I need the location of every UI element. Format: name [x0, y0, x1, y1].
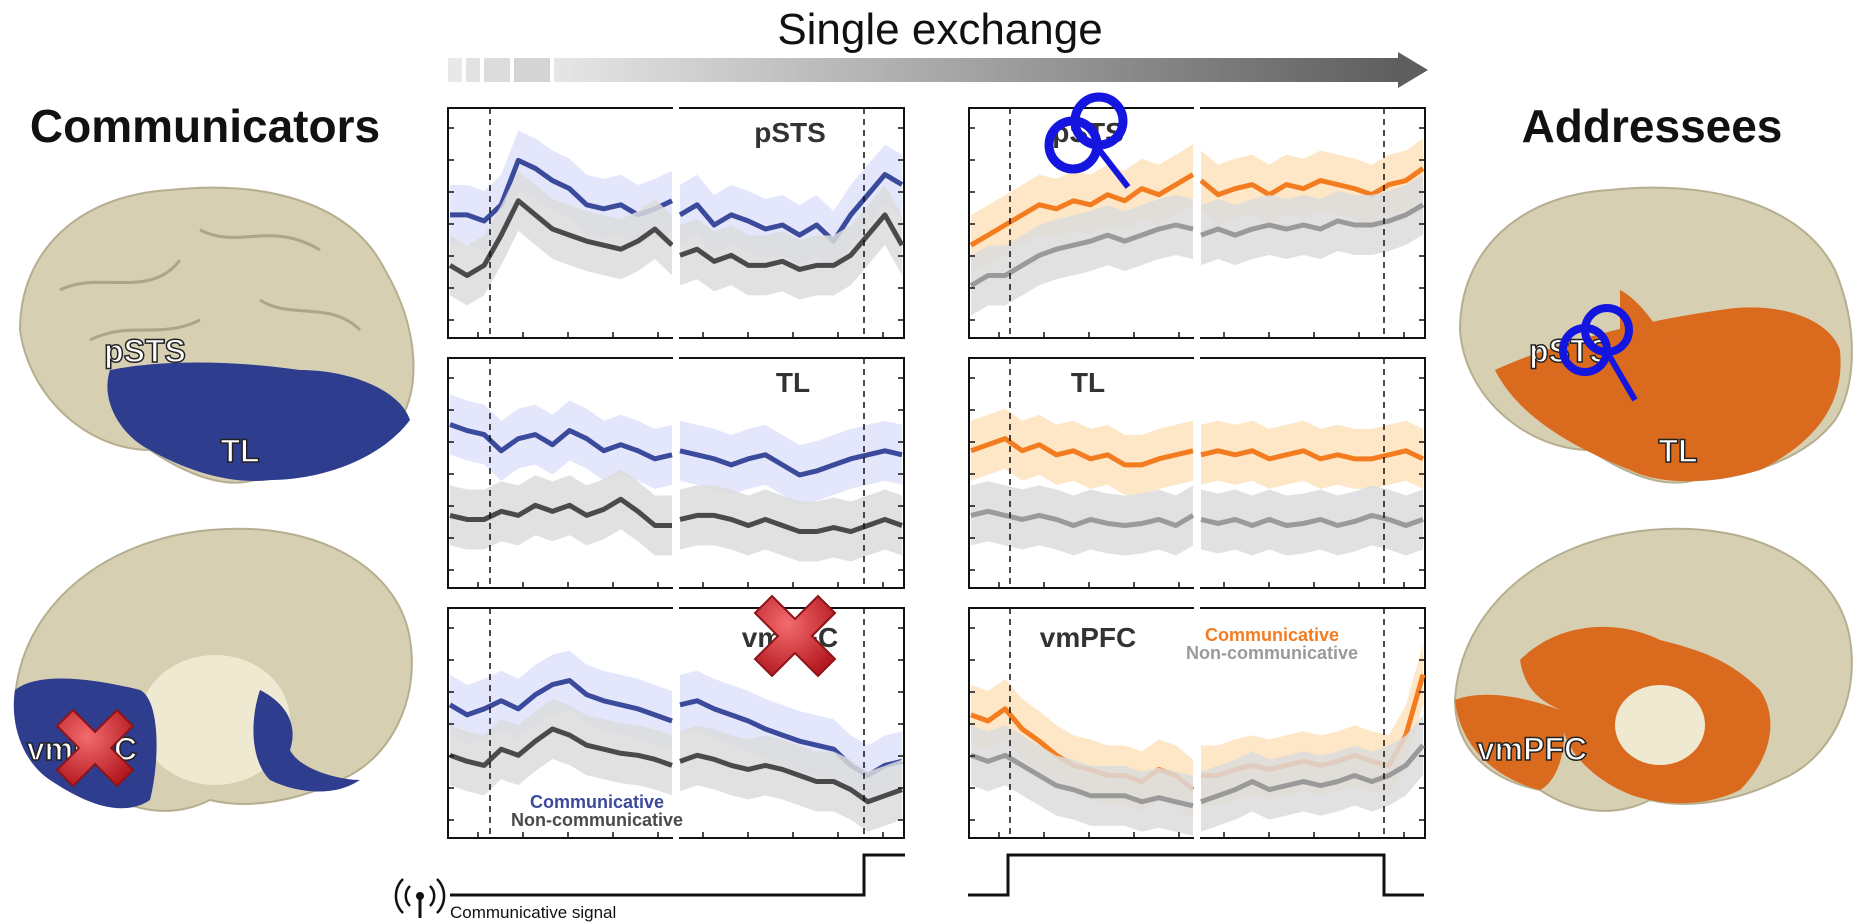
communicative-error-band: [971, 144, 1193, 276]
panel-gap: [673, 354, 679, 592]
non-communicative-series-line: [449, 726, 673, 768]
panel-gap: [673, 604, 679, 842]
communicative-series-line: [969, 172, 1195, 248]
legend-right-non-communicative: Non-communicative: [1186, 643, 1358, 663]
communicative-error-band: [450, 394, 672, 489]
non-communicative-error-band: [680, 485, 902, 562]
non-communicative-series-line: [1200, 743, 1425, 805]
non-communicative-error-band: [450, 170, 672, 306]
non-communicative-error-band: [680, 725, 902, 832]
panel-title-left-psts: pSTS: [754, 117, 826, 148]
non-communicative-error-band: [450, 469, 672, 556]
non-communicative-series-line: [969, 222, 1194, 288]
addressees-brain-medial: vmPFC: [1453, 527, 1853, 812]
red-x-icon: [55, 708, 135, 788]
communicative-series-line: [449, 422, 673, 462]
panel-gap: [1194, 104, 1200, 342]
non-communicative-series-line: [679, 752, 903, 805]
panel-gap: [1194, 354, 1200, 592]
chart-panel-communicators-psts: [447, 104, 905, 342]
header-title: Single exchange: [777, 5, 1102, 54]
signal-label: Communicative signal: [450, 903, 616, 922]
non-communicative-error-band: [450, 699, 672, 796]
panel-title-left-tl: TL: [776, 367, 810, 398]
non-communicative-series-line: [679, 212, 905, 272]
communicative-series-line: [678, 172, 904, 244]
communicators-brain-medial: vmPFC: [13, 527, 413, 812]
panel-gap: [673, 104, 679, 342]
addressees-brain-lateral: pSTS TL: [1458, 186, 1853, 484]
non-communicative-error-band: [1201, 715, 1423, 832]
chart-panels: [447, 104, 1426, 842]
non-communicative-error-band: [971, 195, 1193, 316]
legend-right-communicative: Communicative: [1205, 625, 1339, 645]
red-x-icon: [753, 594, 837, 678]
addressees-title: Addressees: [1522, 100, 1783, 152]
left-brain-label-psts: pSTS: [104, 333, 186, 369]
chart-panel-addressees-psts: [968, 104, 1426, 342]
non-communicative-series-line: [1200, 202, 1425, 238]
magnifier-icon: [1559, 304, 1638, 402]
communicative-series-line: [1200, 448, 1425, 462]
non-communicative-series-line: [970, 752, 1194, 809]
non-communicative-series-line: [448, 198, 674, 278]
left-brain-label-tl: TL: [220, 433, 259, 469]
legend-left-communicative: Communicative: [530, 792, 664, 812]
panel-title-right-vmpfc: vmPFC: [1040, 622, 1136, 653]
chart-panel-addressees-tl: [968, 354, 1426, 592]
right-brain-label-vmpfc: vmPFC: [1477, 731, 1587, 767]
non-communicative-error-band: [971, 481, 1193, 556]
panel-gap: [1194, 604, 1200, 842]
signal-trace-left: [450, 853, 905, 897]
signal-trace-right: [968, 853, 1424, 897]
panel-title-right-tl: TL: [1071, 367, 1105, 398]
right-brain-label-tl: TL: [1658, 433, 1697, 469]
communicative-series-line: [448, 678, 673, 724]
chart-panel-communicators-tl: [447, 354, 905, 592]
communicative-error-band: [680, 420, 902, 505]
non-communicative-series-line: [679, 512, 903, 535]
non-communicative-series-line: [1200, 512, 1424, 528]
communicators-brain-lateral: pSTS TL: [18, 186, 415, 484]
communicators-title: Communicators: [30, 100, 380, 152]
non-communicative-error-band: [1201, 174, 1423, 266]
chart-panel-addressees-vmpfc: [968, 604, 1426, 842]
communicative-series-line: [970, 436, 1194, 468]
legend-left-non-communicative: Non-communicative: [511, 810, 683, 830]
non-communicative-series-line: [449, 496, 672, 528]
non-communicative-error-band: [971, 725, 1193, 836]
communicative-series-line: [679, 448, 903, 478]
antenna-icon: [394, 878, 446, 918]
magnifier-icon: [1044, 92, 1131, 189]
chart-panel-communicators-vmpfc: [447, 604, 905, 842]
non-communicative-error-band: [680, 184, 902, 300]
communicative-error-band: [971, 408, 1193, 495]
non-communicative-series-line: [970, 508, 1195, 528]
time-arrow: [448, 52, 1428, 88]
communicative-series-line: [1199, 166, 1425, 198]
